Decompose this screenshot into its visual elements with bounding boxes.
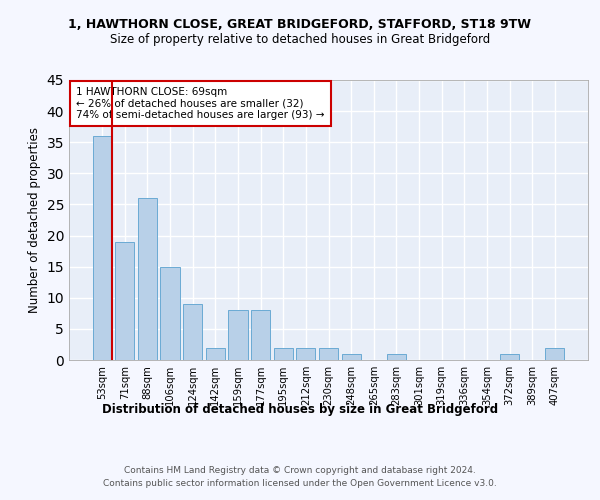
Bar bbox=[274, 348, 293, 360]
Bar bbox=[545, 348, 565, 360]
Bar bbox=[115, 242, 134, 360]
Bar bbox=[229, 310, 248, 360]
Bar bbox=[251, 310, 270, 360]
Text: 1, HAWTHORN CLOSE, GREAT BRIDGEFORD, STAFFORD, ST18 9TW: 1, HAWTHORN CLOSE, GREAT BRIDGEFORD, STA… bbox=[68, 18, 532, 30]
Bar bbox=[341, 354, 361, 360]
Bar bbox=[206, 348, 225, 360]
Y-axis label: Number of detached properties: Number of detached properties bbox=[28, 127, 41, 313]
Bar bbox=[138, 198, 157, 360]
Bar bbox=[92, 136, 112, 360]
Text: Contains public sector information licensed under the Open Government Licence v3: Contains public sector information licen… bbox=[103, 479, 497, 488]
Bar bbox=[500, 354, 519, 360]
Bar bbox=[387, 354, 406, 360]
Bar bbox=[183, 304, 202, 360]
Text: Distribution of detached houses by size in Great Bridgeford: Distribution of detached houses by size … bbox=[102, 402, 498, 415]
Text: 1 HAWTHORN CLOSE: 69sqm
← 26% of detached houses are smaller (32)
74% of semi-de: 1 HAWTHORN CLOSE: 69sqm ← 26% of detache… bbox=[76, 87, 325, 120]
Bar bbox=[160, 266, 180, 360]
Bar bbox=[296, 348, 316, 360]
Text: Contains HM Land Registry data © Crown copyright and database right 2024.: Contains HM Land Registry data © Crown c… bbox=[124, 466, 476, 475]
Bar bbox=[319, 348, 338, 360]
Text: Size of property relative to detached houses in Great Bridgeford: Size of property relative to detached ho… bbox=[110, 32, 490, 46]
